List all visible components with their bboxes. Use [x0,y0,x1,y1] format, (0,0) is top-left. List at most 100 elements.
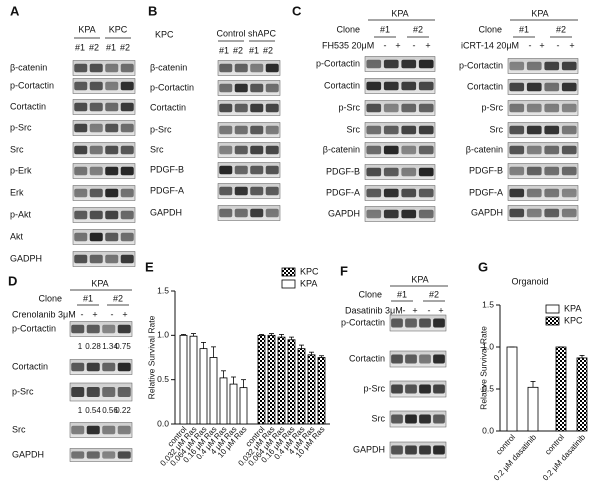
band [89,102,103,112]
band [405,445,417,455]
group-label: KPA [78,24,95,34]
blot-film [507,122,579,138]
treatment-sign: - [81,309,84,319]
band [526,82,542,92]
error-bar [211,346,216,358]
legend-swatch [545,304,560,314]
bar [506,346,518,432]
band [86,324,100,334]
blot [507,142,579,158]
blot [389,314,447,332]
blot-film [364,164,436,180]
band [391,318,403,328]
row-label: Cortactin [10,101,46,111]
band [433,445,445,455]
band [86,362,100,372]
band [509,166,525,176]
blot-film [72,163,136,179]
band [219,103,233,113]
bar [287,339,296,425]
clone-id: #1 [380,24,390,34]
lane-label: #1 [249,45,259,55]
band [401,188,417,198]
row-label: PDGF-A [469,187,503,197]
band [383,125,399,135]
band [71,362,85,372]
band [234,165,248,175]
bar [307,354,316,425]
blot-film [364,206,436,222]
band [526,188,542,198]
clone-id: #2 [113,293,123,303]
band [401,59,417,69]
bar [229,383,238,425]
band [391,414,403,424]
row-label: Erk [10,187,24,197]
blot-film [72,142,136,158]
treatment-label: Dasatinib 3μM [345,305,403,315]
band [509,82,525,92]
blot-film [389,350,447,368]
band [105,254,119,264]
row-label: p-Src [12,386,34,396]
band [433,384,445,394]
blot [69,422,133,438]
blot-film [389,380,447,398]
band [89,145,103,155]
band [71,451,85,459]
clone-id: #1 [83,293,93,303]
row-label: Src [490,124,504,134]
blot [72,60,136,76]
band [405,414,417,424]
band [401,209,417,219]
band [105,123,119,133]
row-label: PDGF-B [469,165,503,175]
error-bar [279,334,284,338]
treatment-sign: - [428,305,431,315]
blot-film [364,56,436,72]
band [544,82,560,92]
row-label: PDGF-B [326,166,360,176]
band [265,165,279,175]
band [120,81,134,91]
band [561,145,577,155]
band [405,384,417,394]
band [120,254,134,264]
blot [507,79,579,95]
row-label: p-Src [363,383,385,393]
blot [217,100,281,116]
blot-film [69,422,133,438]
row-label: β-catenin [10,62,47,72]
band [250,103,264,113]
blot-film [69,382,133,402]
band [405,354,417,364]
band [74,63,88,73]
blot-film [364,185,436,201]
band [526,61,542,71]
bar [277,336,286,425]
y-tick-label: 0.5 [482,383,494,393]
band [89,81,103,91]
lane-label: #1 [219,45,229,55]
lane-label: #2 [120,42,130,52]
band [509,125,525,135]
blot-film [217,183,281,199]
band [105,166,119,176]
band [509,145,525,155]
panel-letter: D [8,273,17,288]
blot-film [507,142,579,158]
band [234,145,248,155]
blot [72,78,136,94]
y-tick-label: 1.5 [157,285,169,295]
band [509,61,525,71]
legend-label: KPC [564,315,583,325]
blot [217,80,281,96]
row-label: PDGF-A [326,187,360,197]
band [219,186,233,196]
y-tick-label: 1.0 [157,330,169,340]
band [250,208,264,218]
row-label: Src [12,424,26,434]
band [120,102,134,112]
treatment-sign: - [384,40,387,50]
